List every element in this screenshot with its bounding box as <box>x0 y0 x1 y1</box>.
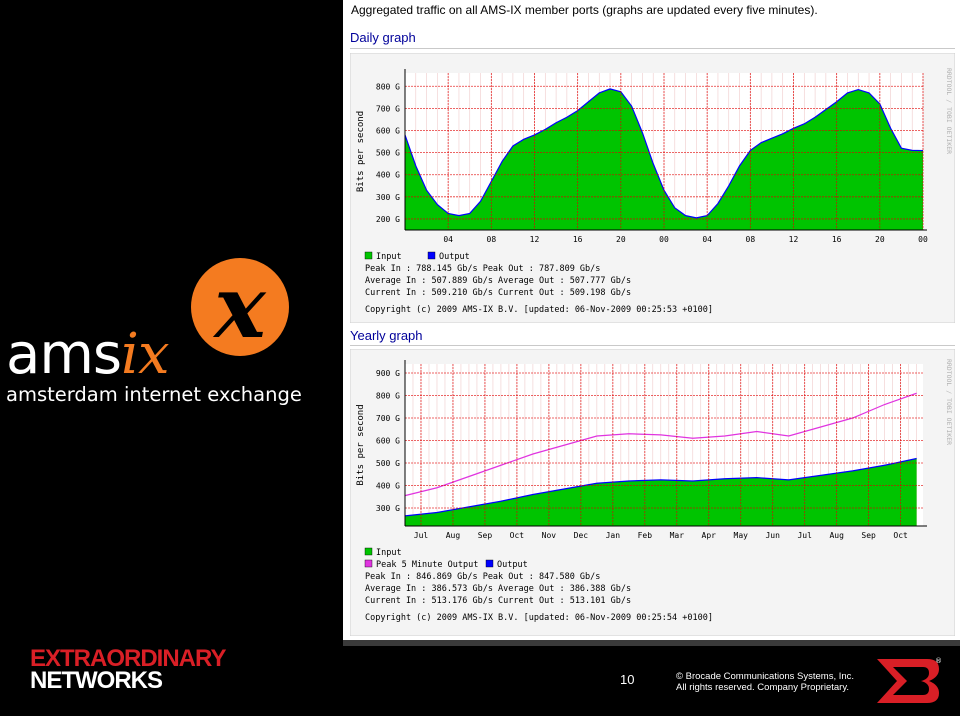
yearly-stats-line: Average In : 386.573 Gb/s Average Out : … <box>365 584 631 594</box>
yearly-legend-swatch <box>485 559 494 568</box>
slide-number: 10 <box>620 672 635 687</box>
daily-divider <box>350 48 955 49</box>
yearly-legend-label: Peak 5 Minute Output <box>376 560 478 570</box>
daily-graph-title: Daily graph <box>350 30 416 45</box>
daily-stats-line: Peak In : 788.145 Gb/s Peak Out : 787.80… <box>365 264 600 274</box>
daily-x-tick-label: 08 <box>746 235 756 244</box>
copyright-line-1: © Brocade Communications Systems, Inc. <box>676 671 855 682</box>
page-headline: Aggregated traffic on all AMS-IX member … <box>351 3 818 17</box>
logo-x-circle <box>191 258 289 356</box>
logo-wordmark: amsix <box>6 322 169 387</box>
daily-x-tick-label: 12 <box>530 235 540 244</box>
logo-subtitle: amsterdam internet exchange <box>6 383 302 406</box>
left-panel: x amsix amsterdam internet exchange <box>0 0 343 640</box>
daily-y-tick-label: 200 G <box>376 215 400 224</box>
daily-x-tick-label: 00 <box>659 235 669 244</box>
daily-x-tick-label: 20 <box>875 235 885 244</box>
yearly-x-tick-label: Dec <box>574 531 589 540</box>
yearly-legend-label: Input <box>376 548 402 558</box>
yearly-x-tick-label: Jan <box>606 531 621 540</box>
yearly-y-tick-label: 400 G <box>376 482 400 491</box>
daily-y-tick-label: 400 G <box>376 171 400 180</box>
daily-y-tick-label: 800 G <box>376 82 400 91</box>
yearly-stats-line: Peak In : 846.869 Gb/s Peak Out : 847.58… <box>365 572 600 582</box>
yearly-x-tick-label: Oct <box>510 531 525 540</box>
yearly-x-tick-label: Nov <box>542 531 557 540</box>
daily-x-tick-label: 12 <box>789 235 799 244</box>
yearly-stats-line: Current In : 513.176 Gb/s Current Out : … <box>365 596 631 606</box>
yearly-x-tick-label: Mar <box>670 531 685 540</box>
yearly-x-tick-label: Jul <box>797 531 812 540</box>
traffic-page: Aggregated traffic on all AMS-IX member … <box>343 0 960 640</box>
amsix-logo: x amsix amsterdam internet exchange <box>6 257 302 406</box>
brand-line-1: EXTRAORDINARY <box>30 645 226 672</box>
yearly-peak-output-line <box>404 392 917 497</box>
brocade-logo-mark <box>877 659 939 703</box>
daily-graph: 800 G 700 G 600 G 500 G 400 G 300 G 200 G 04 08 1… <box>350 53 955 323</box>
logo-word-plain: ams <box>6 322 121 387</box>
yearly-x-tick-label: Oct <box>893 531 908 540</box>
brand-line-2: NETWORKS <box>30 667 163 694</box>
brocade-logo: ® <box>877 657 942 703</box>
yearly-x-tick-label: Sep <box>861 531 876 540</box>
daily-x-tick-label: 16 <box>832 235 842 244</box>
yearly-x-tick-label: Jun <box>765 531 780 540</box>
yearly-x-tick-label: Sep <box>478 531 493 540</box>
yearly-y-axis-label: Bits per second <box>356 404 366 485</box>
yearly-x-tick-label: May <box>734 531 749 540</box>
daily-footer-line: Copyright (c) 2009 AMS-IX B.V. [updated:… <box>365 305 713 315</box>
daily-legend-swatch <box>427 251 436 260</box>
yearly-graph-title: Yearly graph <box>350 328 423 343</box>
daily-x-tick-label: 00 <box>918 235 928 244</box>
yearly-x-tick-label: Feb <box>638 531 653 540</box>
daily-stats-line: Current In : 509.210 Gb/s Current Out : … <box>365 288 631 298</box>
daily-y-tick-label: 300 G <box>376 193 400 202</box>
yearly-input-area <box>405 458 917 526</box>
yearly-legend-swatch <box>364 547 373 556</box>
yearly-footer-line: Copyright (c) 2009 AMS-IX B.V. [updated:… <box>365 613 713 623</box>
yearly-x-tick-label: Jul <box>414 531 429 540</box>
yearly-legend-label: Output <box>497 560 528 570</box>
daily-x-tick-label: 04 <box>443 235 453 244</box>
yearly-y-tick-label: 600 G <box>376 437 400 446</box>
yearly-output-line <box>404 457 917 517</box>
daily-stats-line: Average In : 507.889 Gb/s Average Out : … <box>365 276 631 286</box>
logo-word-accent: ix <box>121 322 169 387</box>
daily-legend-label: Output <box>439 252 470 262</box>
yearly-watermark: RRDTOOL / TOBI OETIKER <box>945 359 953 445</box>
yearly-x-tick-label: Apr <box>702 531 717 540</box>
daily-y-axis-label: Bits per second <box>356 111 366 192</box>
yearly-y-tick-label: 500 G <box>376 459 400 468</box>
daily-y-tick-label: 600 G <box>376 126 400 135</box>
yearly-y-tick-label: 700 G <box>376 414 400 423</box>
daily-x-tick-label: 08 <box>487 235 497 244</box>
daily-x-tick-label: 04 <box>702 235 712 244</box>
slide-footer <box>0 640 960 716</box>
daily-legend-label: Input <box>376 252 402 262</box>
yearly-y-tick-label: 300 G <box>376 504 400 513</box>
yearly-y-tick-label: 900 G <box>376 369 400 378</box>
yearly-y-tick-label: 800 G <box>376 392 400 401</box>
copyright-line-2: All rights reserved. Company Proprietary… <box>676 682 849 693</box>
yearly-divider <box>350 345 955 346</box>
footer-bar <box>343 640 960 646</box>
yearly-graph: 900 G 800 G 700 G 600 G 500 G 400 G 300 G Jul Au… <box>350 349 955 636</box>
daily-x-tick-label: 16 <box>573 235 583 244</box>
daily-y-tick-label: 500 G <box>376 149 400 158</box>
daily-y-tick-label: 700 G <box>376 104 400 113</box>
yearly-x-tick-label: Aug <box>446 531 461 540</box>
daily-legend-swatch <box>364 251 373 260</box>
yearly-legend-swatch <box>364 559 373 568</box>
copyright: © Brocade Communications Systems, Inc. A… <box>676 671 854 693</box>
daily-watermark: RRDTOOL / TOBI OETIKER <box>945 68 953 154</box>
yearly-x-tick-label: Aug <box>829 531 844 540</box>
daily-x-tick-label: 20 <box>616 235 626 244</box>
brocade-registered-mark: ® <box>935 657 942 665</box>
logo-x-glyph: x <box>212 257 267 358</box>
